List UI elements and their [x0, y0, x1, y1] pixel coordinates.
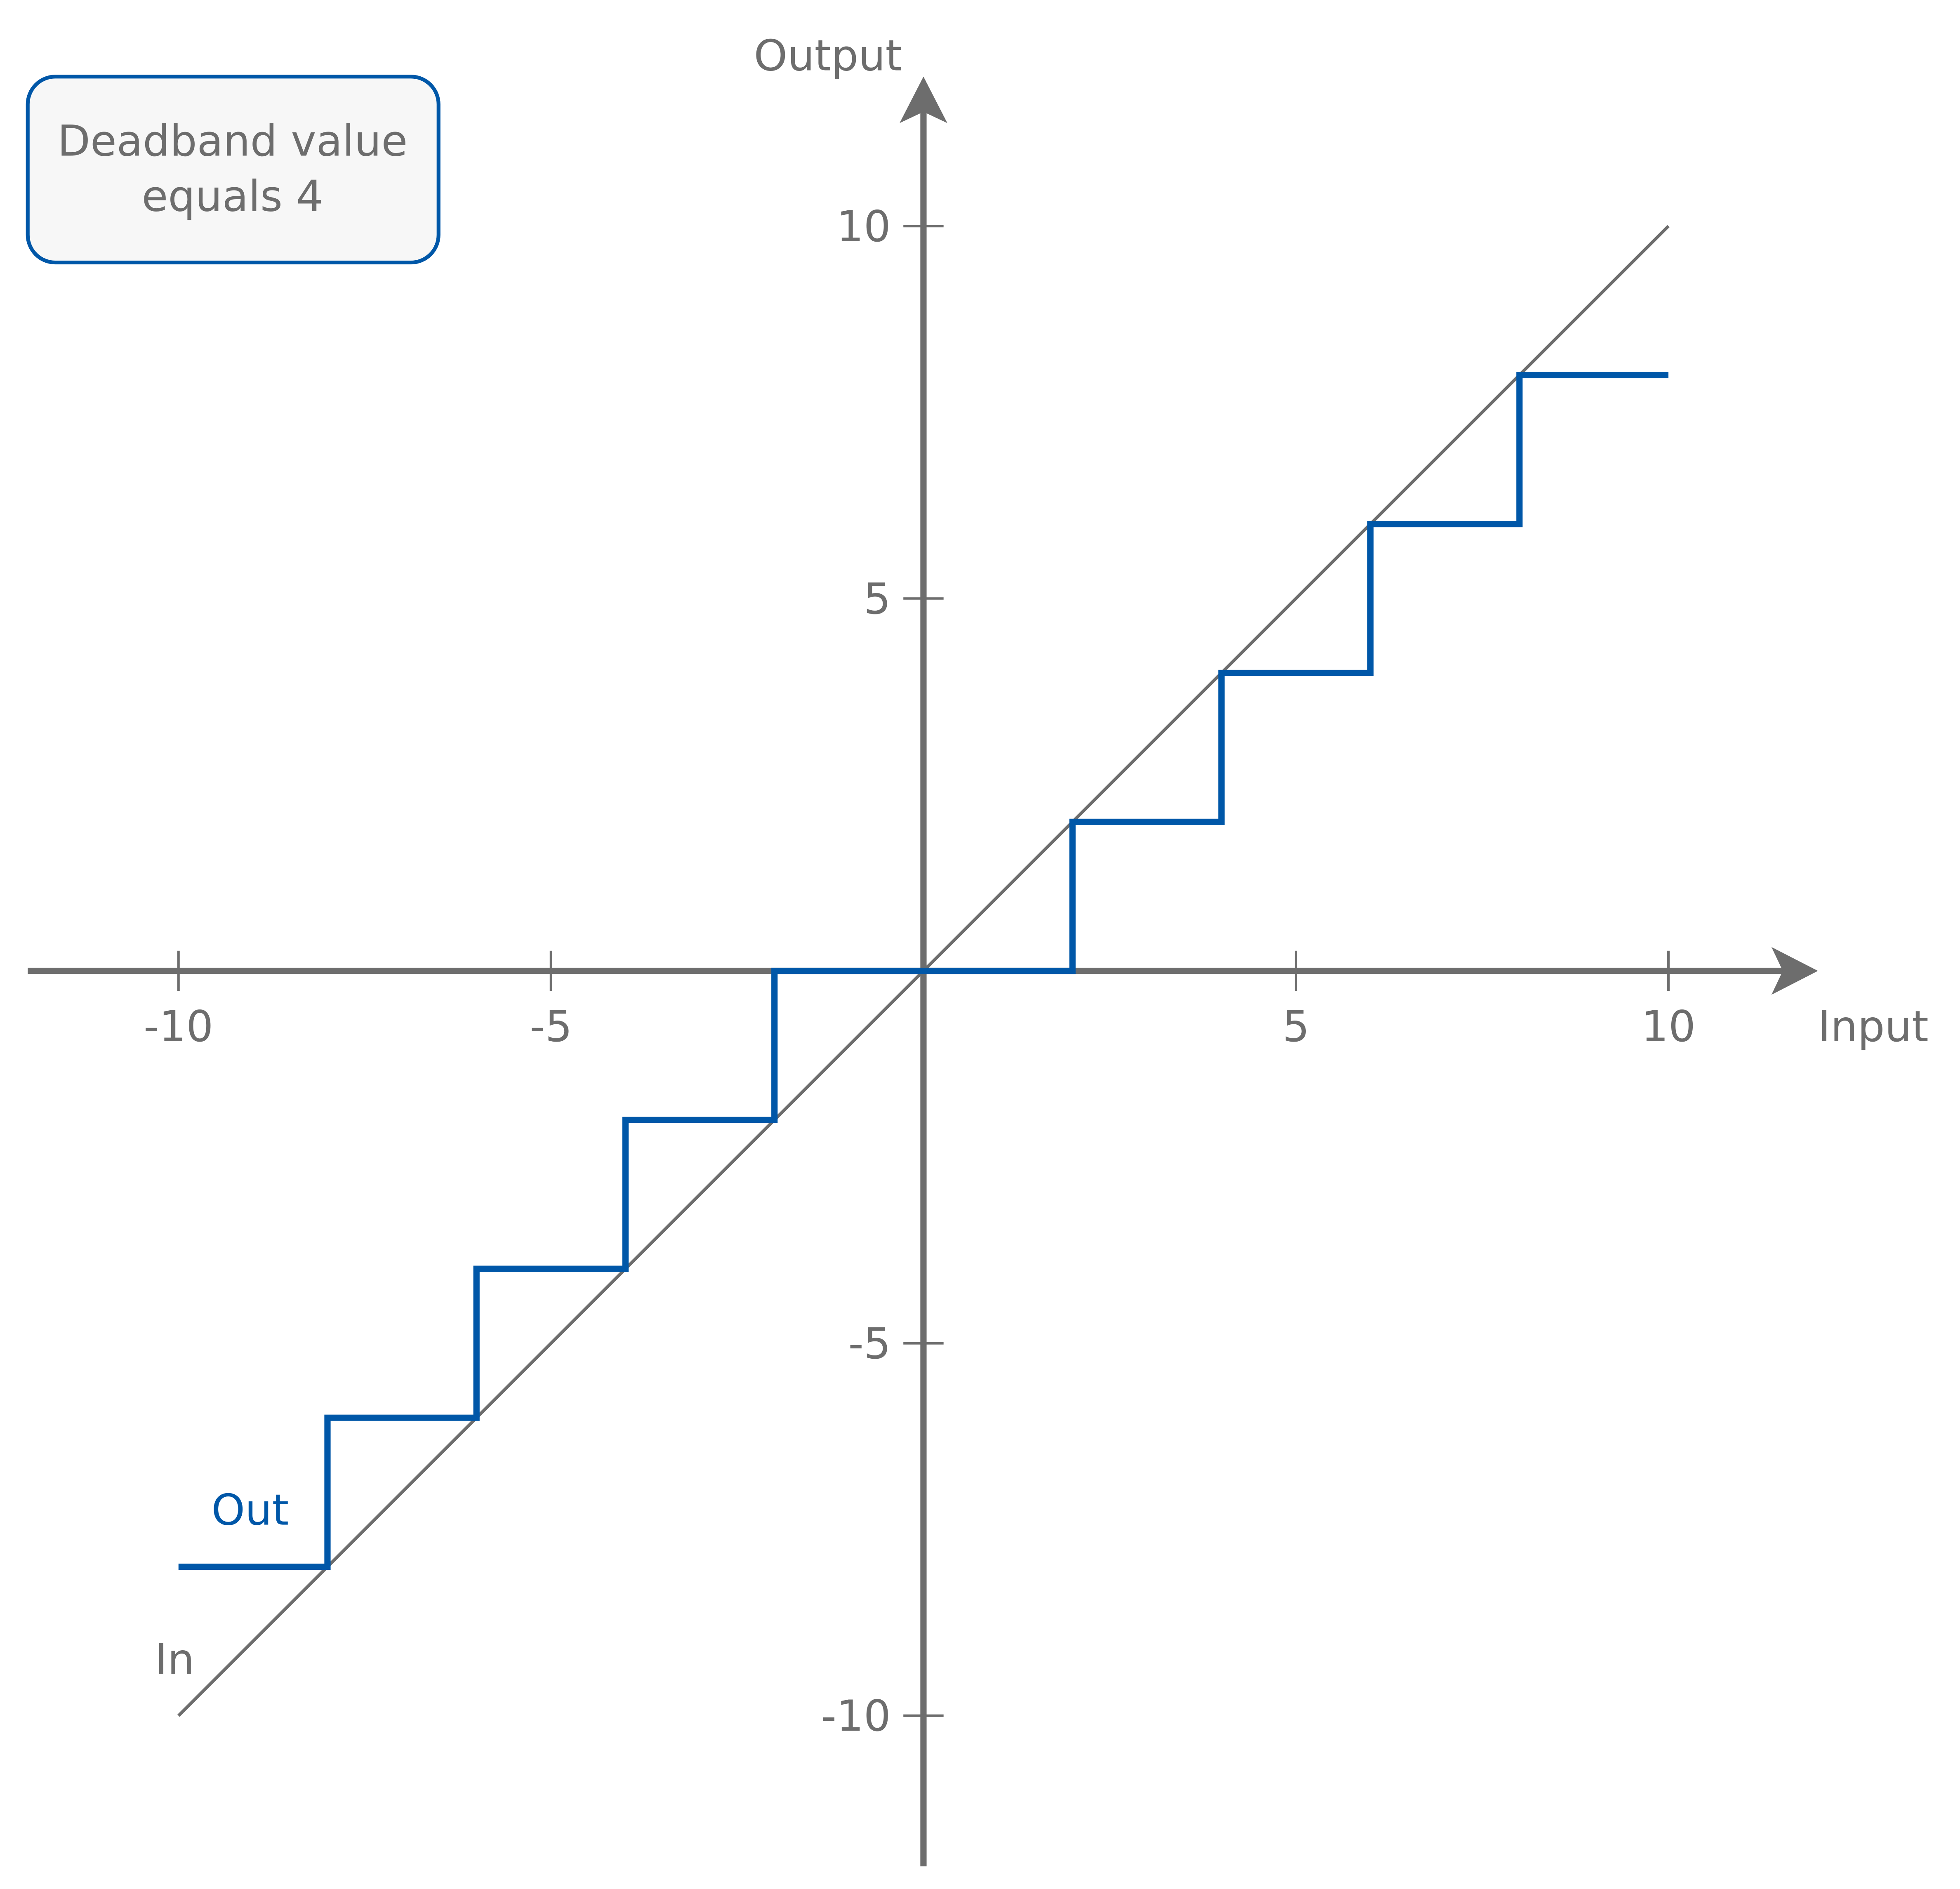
x-tick-label: -5 — [530, 1002, 572, 1052]
annotation-line-1: Deadband value — [57, 117, 408, 166]
ticks: -10 -5 5 10 10 5 -5 -10 — [144, 202, 1696, 1741]
y-axis-arrow-icon — [900, 76, 947, 123]
legend-label-out: Out — [211, 1486, 289, 1535]
y-tick-label: 5 — [864, 574, 891, 624]
x-axis-label: Input — [1818, 1002, 1929, 1052]
series-line-out — [178, 372, 1669, 1570]
annotation-box: Deadband value equals 4 — [26, 75, 441, 265]
x-tick-label: 10 — [1641, 1002, 1696, 1052]
x-axis-arrow-icon — [1771, 947, 1818, 995]
y-tick-label: -5 — [848, 1319, 890, 1369]
x-tick-label: 5 — [1282, 1002, 1310, 1052]
annotation-line-2: equals 4 — [142, 172, 323, 221]
x-tick-label: -10 — [144, 1002, 213, 1052]
y-axis-label: Output — [754, 31, 902, 81]
annotation-box-frame — [26, 75, 441, 265]
y-tick-label: 10 — [836, 202, 891, 252]
y-tick-label: -10 — [821, 1691, 891, 1741]
series — [177, 225, 1670, 1717]
legend-label-in: In — [155, 1635, 195, 1684]
